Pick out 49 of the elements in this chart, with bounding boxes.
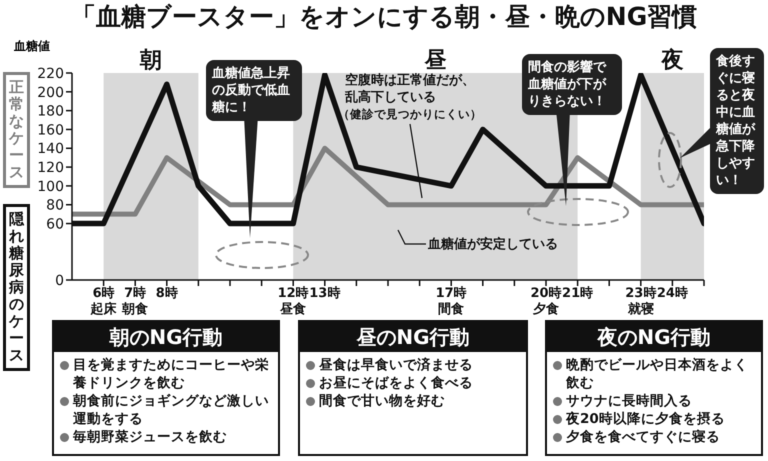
y-axis-title: 血糖値 (14, 38, 50, 55)
text: 晩酌でビールや日本酒をよく飲む (566, 356, 749, 392)
y-tick-label: 100 (37, 178, 64, 195)
chart-title: 「血糖ブースター」をオンにする朝・昼・晩のNG習慣 (70, 1, 698, 33)
y-tick-label: 0 (55, 272, 64, 289)
text: 夕食を食べてすぐに寝る (566, 428, 720, 446)
text: 間食で甘い物を好む (319, 392, 445, 410)
x-tick-label: 6時 (92, 286, 115, 301)
text: 夜20時以降に夕食を摂る (566, 410, 725, 428)
y-tick-label: 120 (37, 160, 64, 176)
text: 夕食 (532, 302, 560, 317)
y-tick-label: 60 (46, 216, 64, 233)
y-tick-label: 160 (37, 122, 64, 138)
x-tick-label: 24時 (656, 286, 688, 301)
x-tick-label: 17時 (436, 286, 467, 301)
text: 朝のNG行動 (54, 322, 278, 352)
text: サウナに長時間入る (566, 392, 692, 410)
y-tick-label: 200 (37, 84, 64, 101)
text: 夜のNG行動 (547, 322, 761, 352)
text: 目を覚ますためにコーヒーや栄養ドリンクを飲む (73, 356, 270, 392)
band-label: 夜 (660, 47, 684, 73)
y-tick-label: 180 (37, 104, 64, 120)
y-tick-label: 140 (37, 141, 64, 158)
text: 朝食 (122, 302, 148, 317)
band-label: 朝 (139, 48, 162, 73)
text: 就寝 (626, 302, 655, 317)
text: 昼食 (279, 302, 308, 317)
text: お昼にそばをよく食べる (319, 374, 473, 392)
annotation: 血糖値が安定している (428, 236, 559, 253)
x-tick-label: 21時 (562, 286, 594, 301)
text: 昼のNG行動 (300, 322, 526, 352)
x-tick-label: 7時 (124, 286, 146, 301)
band-label: 昼 (423, 48, 446, 73)
x-tick-label: 12時 (278, 286, 309, 301)
y-tick-label: 220 (37, 66, 64, 82)
annotation: 空腹時は正常値だが、乱高下している (345, 72, 476, 106)
x-tick-label: 23時 (625, 286, 656, 301)
y-tick-label: 80 (46, 198, 64, 214)
text: 正常なケース (3, 72, 30, 188)
x-tick-label: 13時 (309, 286, 340, 301)
annotation: （健診で見つかりにくい） (338, 106, 482, 123)
text: 昼食は早食いで済ませる (319, 356, 473, 374)
text: 朝食前にジョギングなど激しい運動をする (73, 392, 270, 428)
x-tick-label: 8時 (156, 286, 178, 301)
x-tick-label: 20時 (530, 286, 562, 301)
text: 毎朝野菜ジュースを飲む (73, 428, 227, 446)
text: 起床 (90, 302, 117, 317)
text: 隠れ糖尿病のケース (9, 210, 24, 364)
text: 間食 (437, 302, 466, 317)
